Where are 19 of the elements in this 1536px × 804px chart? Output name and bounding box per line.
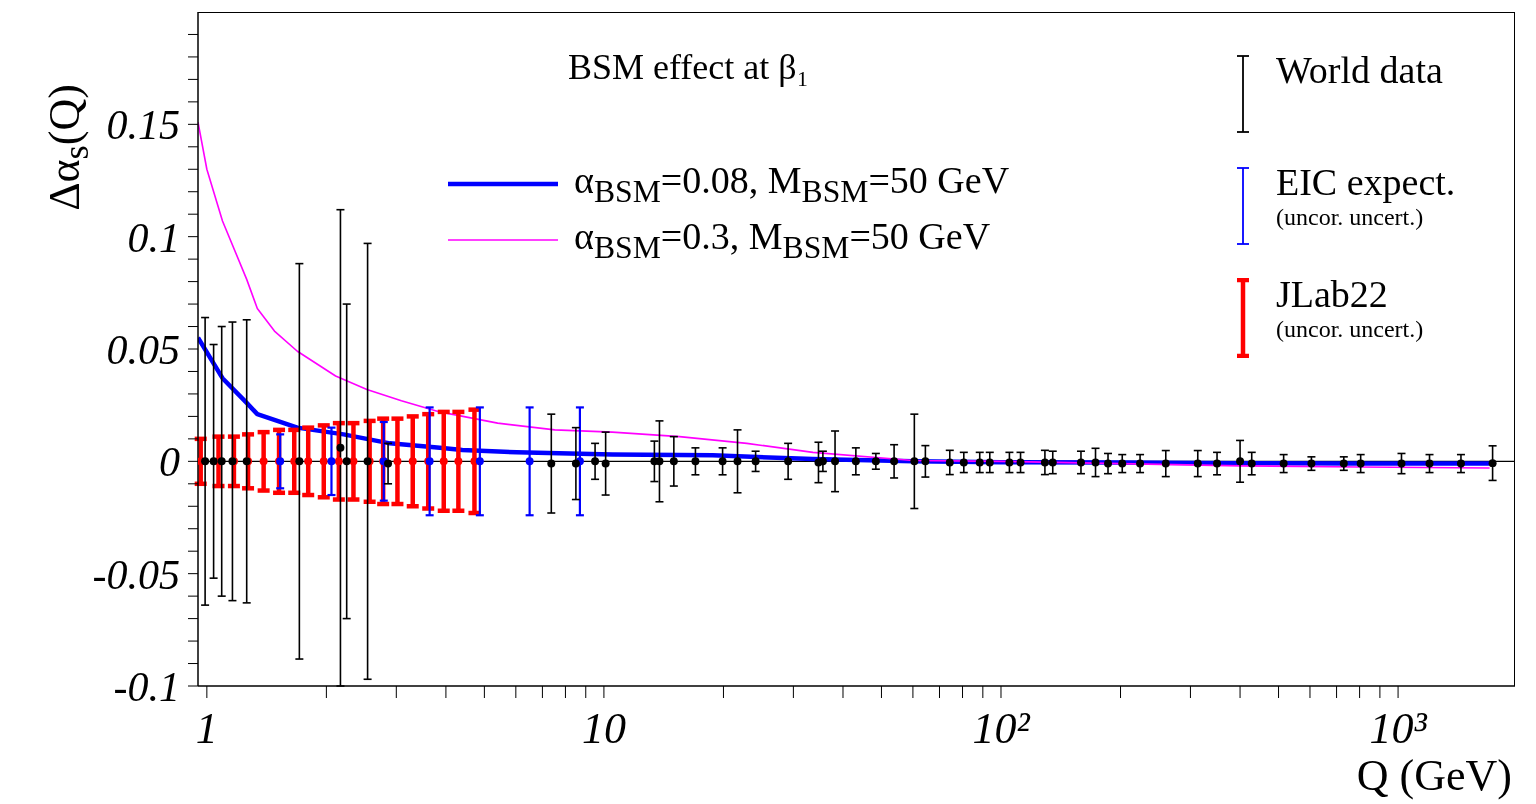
y-tick-label: 0 — [159, 439, 180, 486]
y-tick-label: -0.05 — [92, 551, 180, 598]
x-tick-label: 10² — [972, 704, 1031, 754]
legend-label: World data — [1276, 48, 1443, 92]
legend-label: α$_{BSM}$=0.3, M$_{BSM}$=50 GeV — [574, 214, 991, 266]
y-tick-label: 0.1 — [127, 214, 180, 261]
annotation: (uncor. uncert.) — [1276, 204, 1425, 231]
y-tick-label: 0.05 — [106, 326, 180, 373]
annotation: (uncor. uncert.) — [1276, 316, 1424, 343]
x-tick-label: 10³ — [1369, 704, 1428, 754]
x-tick-label: 10 — [581, 704, 626, 754]
x-tick-label: 1 — [195, 704, 218, 754]
y-tick-label: 0.15 — [106, 102, 180, 149]
text: BSM effect at β₁ — [568, 46, 810, 88]
legend-label: EIC expect. — [1276, 160, 1456, 204]
legend-label: JLab22 — [1276, 272, 1389, 316]
y-tick-label: -0.1 — [113, 663, 180, 710]
legend-label: α$_{BSM}$=0.08, M$_{BSM}$=50 GeV — [574, 158, 1010, 210]
x-axis-title: Q (GeV) — [1356, 751, 1512, 800]
